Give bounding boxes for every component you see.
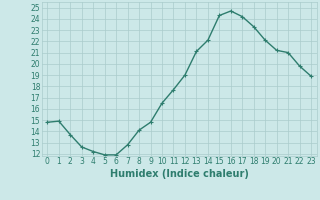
- X-axis label: Humidex (Indice chaleur): Humidex (Indice chaleur): [110, 169, 249, 179]
